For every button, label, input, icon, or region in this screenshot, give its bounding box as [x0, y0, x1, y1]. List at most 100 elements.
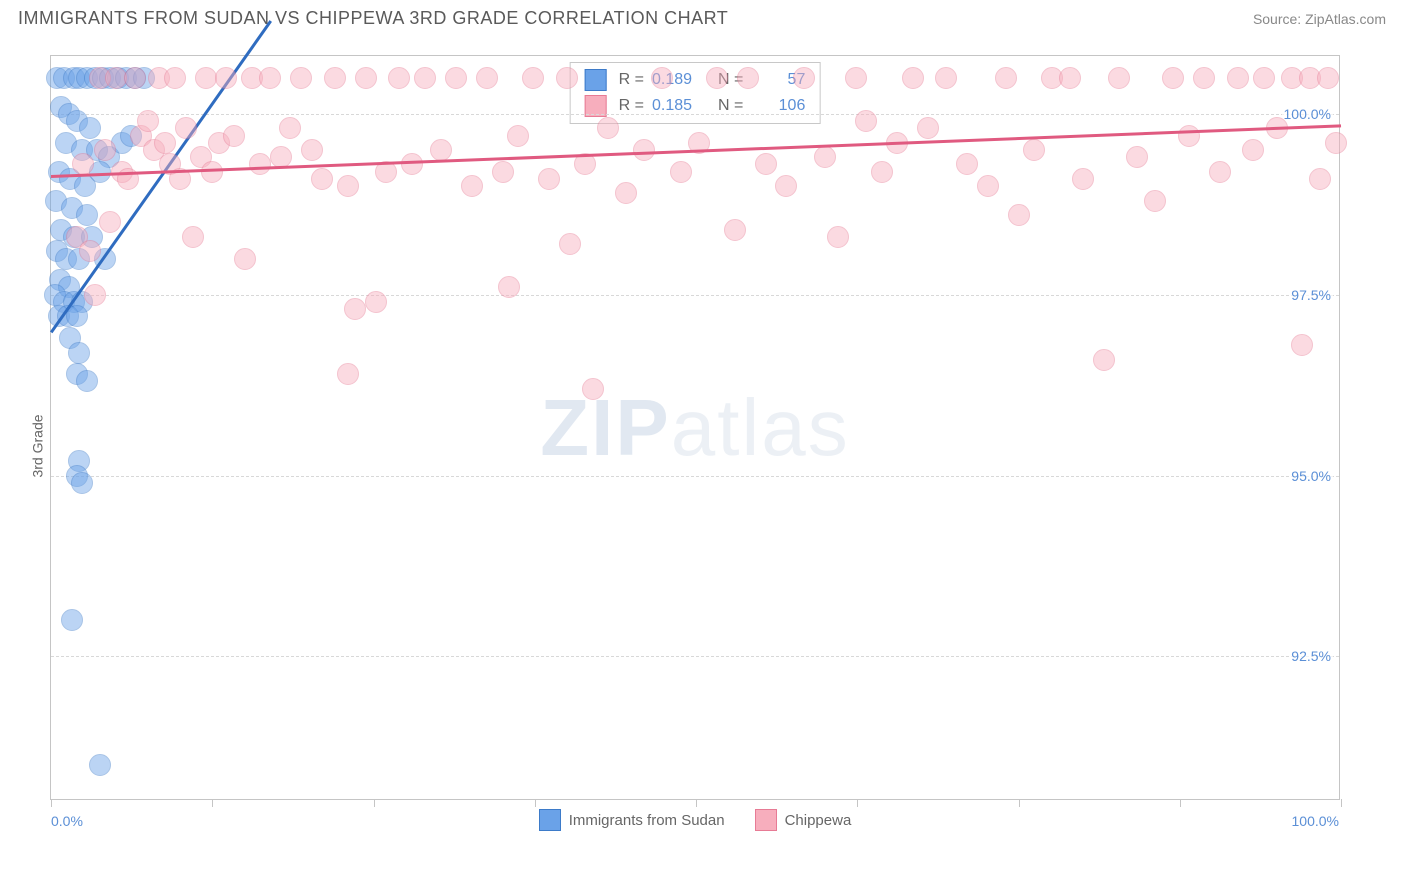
chippewa-point: [445, 67, 467, 89]
sudan-point: [59, 168, 81, 190]
chippewa-point: [169, 168, 191, 190]
chippewa-point: [117, 168, 139, 190]
chippewa-point: [215, 67, 237, 89]
chippewa-point: [476, 67, 498, 89]
legend-label: Immigrants from Sudan: [569, 812, 725, 829]
sudan-point: [55, 132, 77, 154]
sudan-point: [59, 327, 81, 349]
chippewa-point: [124, 67, 146, 89]
chippewa-point: [688, 132, 710, 154]
stats-row-chippewa: R =0.185N =106: [585, 93, 806, 119]
chippewa-point: [1209, 161, 1231, 183]
chippewa-point: [130, 125, 152, 147]
chippewa-point: [814, 146, 836, 168]
sudan-point: [63, 67, 85, 89]
legend-item-chippewa: Chippewa: [755, 809, 852, 831]
sudan-point: [92, 67, 114, 89]
chippewa-point: [148, 67, 170, 89]
sudan-point: [57, 305, 79, 327]
sudan-point: [111, 132, 133, 154]
chippewa-point: [1178, 125, 1200, 147]
sudan-point: [63, 226, 85, 248]
sudan-point: [89, 754, 111, 776]
sudan-point: [107, 67, 129, 89]
chippewa-point: [1325, 132, 1347, 154]
legend-label: Chippewa: [785, 812, 852, 829]
chippewa-point: [902, 67, 924, 89]
chippewa-point: [111, 161, 133, 183]
chippewa-point: [208, 132, 230, 154]
sudan-point: [46, 67, 68, 89]
stats-row-sudan: R =0.189N =57: [585, 67, 806, 93]
sudan-swatch: [585, 69, 607, 91]
chippewa-point: [355, 67, 377, 89]
sudan-point: [74, 175, 96, 197]
gridline: [51, 295, 1339, 296]
sudan-point: [133, 67, 155, 89]
y-tick-label: 97.5%: [1289, 287, 1333, 303]
chippewa-point: [301, 139, 323, 161]
chippewa-point: [886, 132, 908, 154]
chippewa-point: [164, 67, 186, 89]
sudan-point: [76, 67, 98, 89]
chippewa-point: [79, 240, 101, 262]
chippewa-point: [1253, 67, 1275, 89]
chippewa-point: [223, 125, 245, 147]
n-label: N =: [718, 71, 743, 89]
chippewa-point: [574, 153, 596, 175]
y-tick-label: 92.5%: [1289, 648, 1333, 664]
chippewa-point: [827, 226, 849, 248]
chippewa-point: [522, 67, 544, 89]
chippewa-point: [190, 146, 212, 168]
sudan-point: [68, 450, 90, 472]
chippewa-point: [143, 139, 165, 161]
chippewa-point: [401, 153, 423, 175]
n-label: N =: [718, 97, 743, 115]
sudan-point: [68, 248, 90, 270]
y-tick-label: 95.0%: [1289, 468, 1333, 484]
chippewa-point: [290, 67, 312, 89]
sudan-point: [55, 248, 77, 270]
chippewa-point: [1299, 67, 1321, 89]
sudan-legend-swatch: [539, 809, 561, 831]
source-attribution: Source: ZipAtlas.com: [1253, 11, 1386, 27]
sudan-point: [94, 248, 116, 270]
chippewa-point: [66, 226, 88, 248]
sudan-point: [99, 67, 121, 89]
gridline: [51, 114, 1339, 115]
r-label: R =: [619, 97, 644, 115]
chippewa-point: [99, 211, 121, 233]
chippewa-point: [1008, 204, 1030, 226]
chippewa-point: [538, 168, 560, 190]
scatter-chart: ZIPatlas R =0.189N =57R =0.185N =106 Imm…: [50, 55, 1340, 800]
r-label: R =: [619, 71, 644, 89]
chippewa-point: [1023, 139, 1045, 161]
chippewa-point: [977, 175, 999, 197]
sudan-point: [45, 190, 67, 212]
chippewa-point: [337, 175, 359, 197]
y-tick-label: 100.0%: [1282, 106, 1333, 122]
sudan-point: [71, 139, 93, 161]
sudan-point: [66, 363, 88, 385]
chippewa-point: [234, 248, 256, 270]
chippewa-point: [1059, 67, 1081, 89]
chippewa-point: [324, 67, 346, 89]
chippewa-point: [559, 233, 581, 255]
sudan-point: [79, 117, 101, 139]
chippewa-legend-swatch: [755, 809, 777, 831]
chippewa-trendline: [51, 125, 1341, 178]
chippewa-point: [633, 139, 655, 161]
chippewa-point: [1162, 67, 1184, 89]
chippewa-point: [845, 67, 867, 89]
sudan-point: [68, 342, 90, 364]
chippewa-point: [259, 67, 281, 89]
x-tick: [696, 799, 697, 807]
chippewa-point: [175, 117, 197, 139]
chart-title: IMMIGRANTS FROM SUDAN VS CHIPPEWA 3RD GR…: [18, 8, 728, 29]
sudan-point: [120, 125, 142, 147]
sudan-point: [76, 204, 98, 226]
chippewa-point: [1126, 146, 1148, 168]
chippewa-point: [956, 153, 978, 175]
chippewa-point: [195, 67, 217, 89]
sudan-point: [48, 305, 70, 327]
